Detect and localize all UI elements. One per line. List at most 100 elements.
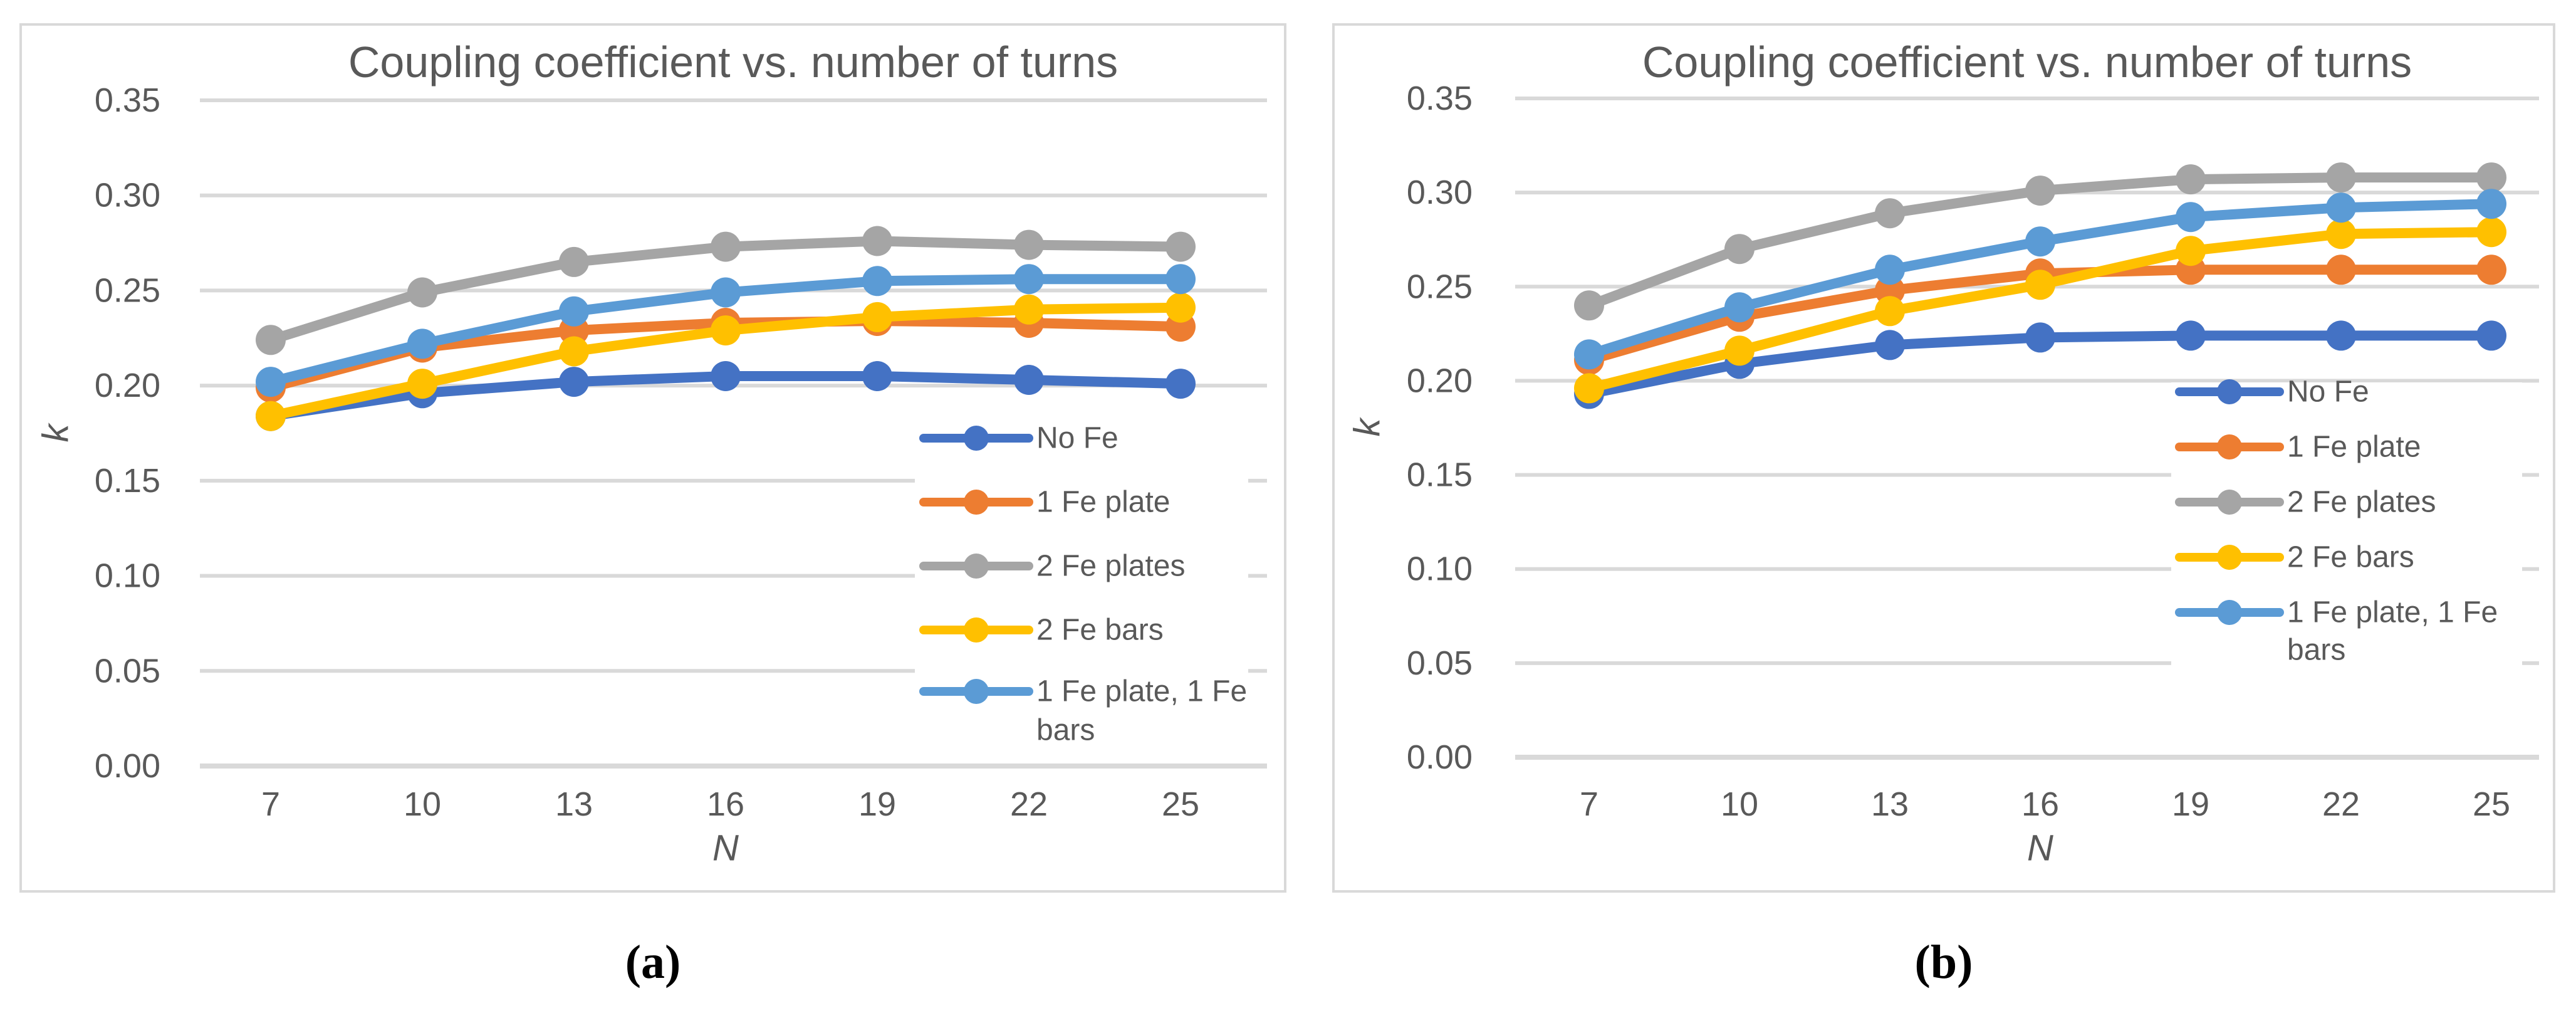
x-tick-label: 7 [261, 785, 280, 823]
data-point-2-fe-bars [256, 401, 286, 431]
data-point-no-fe [1875, 330, 1905, 360]
data-point-1-fe-plate-1-fe-bars [407, 328, 437, 359]
y-tick-label: 0.00 [95, 747, 160, 785]
x-tick-label: 7 [1580, 785, 1598, 823]
data-point-no-fe [2025, 322, 2055, 353]
data-point-no-fe [862, 361, 892, 391]
legend-label: 2 Fe bars [1036, 614, 1164, 647]
data-point-2-fe-plates [256, 325, 286, 355]
y-axis-title: k [1347, 417, 1388, 437]
legend-swatch-marker [2217, 379, 2242, 404]
data-point-2-fe-plates [1165, 231, 1196, 262]
data-point-2-fe-bars [1875, 296, 1905, 327]
legend-swatch-marker [964, 617, 989, 643]
data-point-no-fe [2326, 320, 2356, 351]
caption-b: (b) [1914, 936, 1973, 989]
data-point-2-fe-plates [559, 246, 589, 277]
data-point-2-fe-bars [2025, 270, 2055, 300]
data-point-2-fe-plates [407, 277, 437, 308]
legend-swatch-marker [964, 490, 989, 515]
y-tick-label: 0.20 [95, 367, 160, 404]
x-tick-label: 13 [555, 785, 593, 823]
y-tick-label: 0.15 [95, 462, 160, 500]
data-point-2-fe-bars [1165, 292, 1196, 323]
data-point-no-fe [711, 361, 741, 391]
x-tick-label: 16 [707, 785, 744, 823]
legend-label: 1 Fe plate [1036, 486, 1170, 519]
data-point-no-fe [559, 367, 589, 397]
legend-swatch-marker [2217, 434, 2242, 459]
data-point-1-fe-plate-1-fe-bars [1014, 264, 1044, 295]
legend-label: bars [2287, 634, 2345, 667]
chart-title: Coupling coefficient vs. number of turns [348, 38, 1118, 87]
legend-label: 1 Fe plate [2287, 431, 2421, 464]
y-tick-label: 0.25 [95, 271, 160, 309]
x-tick-label: 25 [1162, 785, 1199, 823]
data-point-2-fe-plates [711, 231, 741, 262]
y-tick-label: 0.30 [1407, 174, 1473, 211]
x-tick-label: 10 [404, 785, 441, 823]
y-axis-title: k [36, 423, 76, 443]
y-tick-label: 0.35 [95, 81, 160, 119]
x-tick-label: 19 [2172, 785, 2209, 823]
data-point-2-fe-bars [711, 315, 741, 346]
data-point-no-fe [1165, 369, 1196, 399]
y-tick-label: 0.05 [95, 652, 160, 690]
x-tick-label: 13 [1871, 785, 1909, 823]
data-point-1-fe-plate-1-fe-bars [1574, 339, 1604, 370]
y-tick-label: 0.10 [1407, 550, 1473, 588]
x-axis-title: N [712, 828, 739, 869]
data-point-2-fe-plates [1574, 290, 1604, 321]
legend-label: 2 Fe bars [2287, 541, 2414, 574]
data-point-2-fe-plates [862, 226, 892, 256]
legend-swatch-marker [964, 426, 989, 451]
data-point-no-fe [2476, 320, 2506, 351]
legend-label: 1 Fe plate, 1 Fe [1036, 675, 1247, 708]
y-tick-label: 0.10 [95, 557, 160, 595]
data-point-1-fe-plate-1-fe-bars [1724, 292, 1755, 323]
data-point-2-fe-bars [1574, 373, 1604, 404]
data-point-1-fe-plate [2476, 255, 2506, 285]
data-point-1-fe-plate-1-fe-bars [559, 296, 589, 327]
chart-panel-a: 0.00 0.05 0.10 0.15 0.20 0.25 0.30 0.35 7 10 13 16 1… [19, 23, 1286, 893]
y-tick-label: 0.00 [1407, 738, 1473, 776]
chart-b-canvas: 0.00 0.05 0.10 0.15 0.20 0.25 0.30 0.35 7 10 13 16 1… [1347, 38, 2539, 869]
legend-label: 2 Fe plates [1036, 550, 1185, 583]
data-point-2-fe-plates [1724, 234, 1755, 265]
caption-a: (a) [625, 936, 681, 989]
x-tick-label: 19 [858, 785, 896, 823]
legend-label: bars [1036, 714, 1095, 747]
legend-label: 1 Fe plate, 1 Fe [2287, 596, 2498, 629]
legend-box [915, 418, 1248, 760]
data-point-1-fe-plate-1-fe-bars [2476, 189, 2506, 219]
chart-title: Coupling coefficient vs. number of turns [1642, 38, 2412, 87]
x-tick-label: 22 [1010, 785, 1048, 823]
data-point-1-fe-plate [1875, 275, 1905, 306]
data-point-no-fe [1014, 365, 1044, 395]
data-point-2-fe-plates [2476, 162, 2506, 193]
data-point-1-fe-plate-1-fe-bars [2176, 202, 2206, 233]
data-point-2-fe-plates [2025, 176, 2055, 206]
data-point-1-fe-plate-1-fe-bars [2025, 226, 2055, 257]
legend-label: 2 Fe plates [2287, 486, 2436, 519]
legend-swatch-marker [2217, 545, 2242, 570]
legend-swatch-marker [964, 679, 989, 704]
data-point-2-fe-bars [1724, 335, 1755, 366]
data-point-1-fe-plate-1-fe-bars [1875, 255, 1905, 285]
chart-a-canvas: 0.00 0.05 0.10 0.15 0.20 0.25 0.30 0.35 7 10 13 16 1… [36, 38, 1267, 869]
legend-label: No Fe [1036, 422, 1119, 455]
data-point-2-fe-bars [2476, 217, 2506, 248]
x-axis-title: N [2027, 828, 2053, 869]
data-point-2-fe-bars [862, 302, 892, 332]
y-tick-label: 0.20 [1407, 362, 1473, 399]
x-tick-label: 10 [1721, 785, 1758, 823]
x-tick-label: 25 [2473, 785, 2510, 823]
data-point-1-fe-plate-1-fe-bars [256, 367, 286, 397]
data-point-2-fe-plates [2326, 162, 2356, 193]
data-point-2-fe-plates [1875, 198, 1905, 229]
data-point-2-fe-bars [407, 369, 437, 399]
y-tick-label: 0.30 [95, 177, 160, 214]
data-point-2-fe-plates [2176, 164, 2206, 195]
chart-panel-b: 0.00 0.05 0.10 0.15 0.20 0.25 0.30 0.35 7 10 13 16 1… [1332, 23, 2555, 893]
